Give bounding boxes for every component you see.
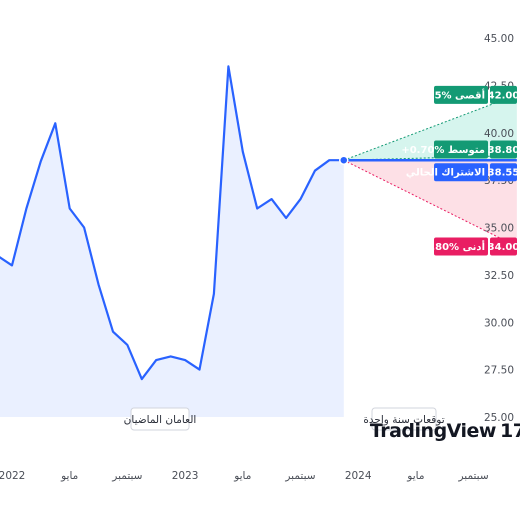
y-tick-label: 25.00 — [484, 412, 514, 424]
price-line — [0, 65, 344, 381]
x-tick-label: مايو — [406, 470, 424, 482]
forecast-average-value-box — [490, 140, 517, 159]
forecast-max-value-box — [490, 85, 517, 104]
forecast-average-label: +0.70% متوسط — [401, 145, 485, 156]
x-tick-label: سبتمبر — [457, 470, 488, 482]
forecast-min-label: -11.80% أدنى — [413, 240, 485, 253]
forecast-current-value: 38.55 — [488, 168, 520, 179]
x-tick-label: سبتمبر — [284, 470, 315, 482]
forecast-max-label: +8.95% أقصى — [408, 88, 485, 101]
forecast-min-value: 34.00 — [488, 242, 520, 253]
forecast-min-value-box — [490, 237, 517, 256]
x-tick-label: سبتمبر — [111, 470, 142, 482]
forecast-current-value-box — [490, 163, 517, 182]
last-price-point — [339, 155, 349, 165]
forecast-period-label-group: توقعات سنة واحدة — [363, 407, 445, 431]
forecast-current-badge: الاشتراك الحالي 38.55 — [406, 163, 520, 182]
y-tick-label: 35.00 — [484, 223, 514, 235]
past-period-box — [130, 407, 190, 431]
forecast-current-label-box — [434, 163, 488, 182]
forecast-average-label-box — [434, 140, 488, 159]
x-tick-label: 2022 — [0, 470, 25, 482]
x-tick-label: 2024 — [345, 470, 372, 482]
price-line-layer — [0, 65, 349, 381]
tradingview-logo-icon: 17 — [500, 420, 520, 442]
y-tick-label: 30.00 — [484, 317, 514, 329]
x-tick-label: مايو — [60, 470, 78, 482]
forecast-min-line — [343, 159, 518, 247]
past-period-label: العامان الماضيان — [124, 414, 197, 426]
forecast-average-badge: +0.70% متوسط 38.80 — [401, 140, 520, 159]
forecast-max-line — [343, 94, 518, 161]
price-area — [0, 66, 344, 417]
x-axis: 2022 مايو سبتمبر 2023 مايو سبتمبر 2024 مايو سبتم… — [0, 470, 489, 482]
watermark-text: TradingView — [370, 420, 496, 442]
past-period-label-group: العامان الماضيان — [124, 407, 197, 431]
y-tick-label: 40.00 — [484, 128, 514, 140]
y-tick-label: 27.50 — [484, 365, 514, 377]
forecast-max-value: 42.00 — [488, 90, 520, 101]
forecast-average-value: 38.80 — [488, 145, 520, 156]
forecast-period-label: توقعات سنة واحدة — [363, 414, 444, 426]
y-tick-label: 32.50 — [484, 270, 514, 282]
forecast-current-label: الاشتراك الحالي — [406, 168, 485, 179]
forecast-period-box — [371, 407, 437, 431]
forecast-badges: +8.95% أقصى 42.00 +0.70% متوسط 38.80 الاشترا… — [401, 85, 520, 256]
x-tick-label: 2023 — [172, 470, 199, 482]
forecast-max-badge: +8.95% أقصى 42.00 — [408, 85, 520, 104]
forecast-min-badge: -11.80% أدنى 34.00 — [413, 237, 520, 256]
price-area-layer — [0, 66, 344, 417]
x-tick-label: مايو — [233, 470, 251, 482]
forecast-max-label-box — [434, 85, 488, 104]
tradingview-watermark: TradingView 17 — [370, 420, 520, 442]
y-tick-label: 45.00 — [484, 33, 514, 45]
forecast-min-label-box — [434, 237, 488, 256]
